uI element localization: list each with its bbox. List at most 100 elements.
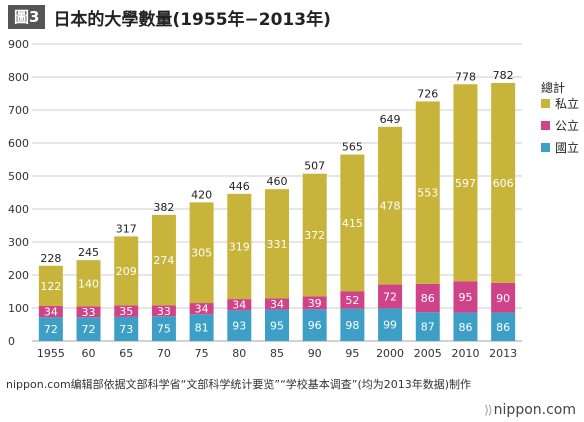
bar-value-label: 86 <box>496 321 510 334</box>
bar-value-label: 606 <box>493 177 514 190</box>
bar-value-label: 33 <box>157 305 171 318</box>
bar-segment <box>378 308 403 341</box>
bar-value-label: 73 <box>119 323 133 336</box>
x-tick-label: 60 <box>82 347 96 360</box>
bar-value-label: 122 <box>40 280 61 293</box>
bar-value-label: 331 <box>267 238 288 251</box>
legend-swatch <box>541 99 550 108</box>
bar-value-label: 86 <box>421 292 435 305</box>
bar-value-label: 415 <box>342 217 363 230</box>
bar-segment <box>189 202 214 304</box>
bar-segment <box>189 303 214 315</box>
x-tick-label: 70 <box>157 347 171 360</box>
y-tick-label: 900 <box>8 38 29 51</box>
legend-title: 總計 <box>541 80 565 95</box>
bar-value-label: 72 <box>44 323 58 336</box>
bar-segment <box>265 309 289 341</box>
bar-segment <box>302 309 327 341</box>
bar-segment <box>38 306 63 318</box>
y-tick-label: 500 <box>8 170 29 183</box>
bar-segment <box>415 101 440 284</box>
bar-segment <box>114 236 139 306</box>
y-tick-label: 400 <box>8 203 29 216</box>
x-tick-label: 2010 <box>451 347 479 360</box>
bar-segment <box>76 260 101 307</box>
bar-segment <box>227 310 252 341</box>
bar-segment <box>151 305 176 317</box>
legend-swatch <box>541 121 550 130</box>
bar-segment <box>265 298 289 310</box>
bar-value-label: 33 <box>82 306 96 319</box>
x-tick-label: 2000 <box>376 347 404 360</box>
bar-segment <box>415 283 440 313</box>
x-tick-label: 65 <box>119 347 133 360</box>
bar-segment <box>378 126 403 285</box>
bar-total-label: 649 <box>380 113 401 126</box>
bar-segment <box>227 299 252 311</box>
y-tick-label: 700 <box>8 104 29 117</box>
bar-segment <box>302 173 327 297</box>
bar-segment <box>38 265 63 307</box>
x-tick-label: 1955 <box>37 347 65 360</box>
bar-segment <box>453 312 478 341</box>
bar-segment <box>340 291 365 309</box>
bar-total-label: 228 <box>40 252 61 265</box>
y-tick-label: 800 <box>8 71 29 84</box>
bar-segment <box>340 154 365 292</box>
bar-value-label: 34 <box>270 298 284 311</box>
bar-value-label: 209 <box>116 265 137 278</box>
x-tick-label: 75 <box>195 347 209 360</box>
bar-value-label: 90 <box>496 292 510 305</box>
x-tick-label: 95 <box>345 347 359 360</box>
bar-value-label: 87 <box>421 321 435 334</box>
bar-segment <box>114 316 139 341</box>
y-tick-label: 300 <box>8 236 29 249</box>
bar-segment <box>302 296 327 310</box>
bar-total-label: 446 <box>229 180 250 193</box>
bar-total-label: 460 <box>267 175 288 188</box>
bar-total-label: 245 <box>78 246 99 259</box>
bar-value-label: 319 <box>229 240 250 253</box>
bar-value-label: 478 <box>380 200 401 213</box>
figure-label: 圖3 <box>8 5 46 29</box>
brand-logo: ⟩⟩ nippon.com <box>484 402 576 418</box>
bar-value-label: 39 <box>308 297 322 310</box>
y-tick-label: 100 <box>8 302 29 315</box>
bar-total-label: 726 <box>417 87 438 100</box>
legend-label: 國立 <box>555 140 579 155</box>
bar-value-label: 96 <box>308 319 322 332</box>
bar-total-label: 782 <box>493 69 514 82</box>
bar-total-label: 317 <box>116 222 137 235</box>
bar-value-label: 95 <box>458 291 472 304</box>
bar-value-label: 52 <box>345 294 359 307</box>
legend-label: 私立 <box>555 96 579 111</box>
bar-segment <box>453 281 478 313</box>
y-tick-label: 200 <box>8 269 29 282</box>
bar-segment <box>151 214 176 306</box>
bar-total-label: 507 <box>304 160 325 173</box>
bar-value-label: 305 <box>191 247 212 260</box>
y-tick-label: 0 <box>8 335 15 348</box>
x-tick-label: 2005 <box>414 347 442 360</box>
brand-name: nippon.com <box>493 402 576 418</box>
bar-total-label: 420 <box>191 188 212 201</box>
bar-value-label: 34 <box>195 303 209 316</box>
x-tick-label: 80 <box>232 347 246 360</box>
bar-segment <box>76 306 101 318</box>
bar-total-label: 565 <box>342 141 363 154</box>
bar-value-label: 81 <box>195 322 209 335</box>
bar-segment <box>340 308 365 341</box>
bar-value-label: 597 <box>455 177 476 190</box>
bar-segment <box>415 312 440 341</box>
bar-segment <box>76 317 101 341</box>
bar-segment <box>227 193 252 300</box>
x-tick-label: 90 <box>308 347 322 360</box>
y-tick-label: 600 <box>8 137 29 150</box>
bar-total-label: 778 <box>455 70 476 83</box>
chart-title: 日本的大學數量(1955年−2013年) <box>53 9 331 30</box>
bar-segment <box>265 189 289 299</box>
legend-swatch <box>541 143 550 152</box>
brand-mark-icon: ⟩⟩ <box>484 403 492 417</box>
x-tick-label: 2013 <box>489 347 517 360</box>
